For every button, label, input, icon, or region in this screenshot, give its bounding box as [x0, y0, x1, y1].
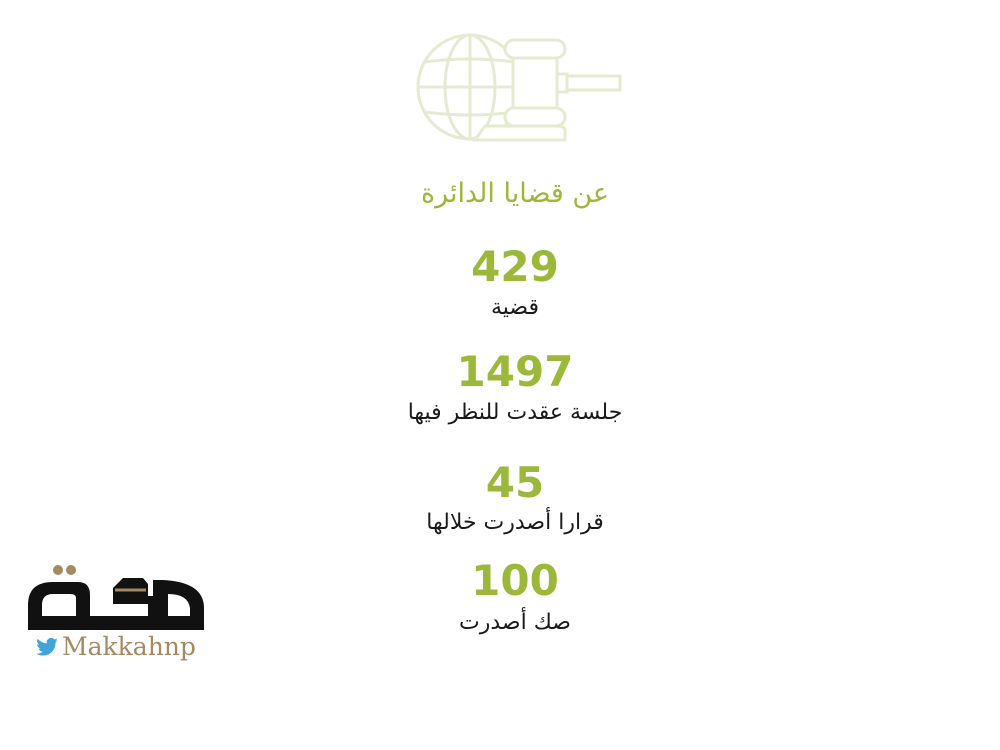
twitter-bird-icon: [36, 638, 58, 656]
stat-deeds-value: 100: [471, 556, 559, 605]
makkah-logo: [28, 565, 204, 630]
section-title: عن قضايا الدائرة: [420, 178, 610, 209]
stat-decisions-value: 45: [485, 458, 545, 507]
stat-sessions-label: جلسة عقدت للنظر فيها: [407, 400, 623, 425]
stat-sessions-value: 1497: [456, 347, 574, 396]
stat-decisions-label: قرارا أصدرت خلالها: [426, 510, 604, 535]
stat-cases-label: قضية: [490, 295, 540, 320]
stat-cases-value: 429: [471, 242, 559, 291]
stat-deeds-label: صك أصدرت: [459, 610, 571, 635]
globe-gavel-icon: [416, 33, 622, 142]
twitter-handle: Makkahnp: [62, 632, 196, 661]
